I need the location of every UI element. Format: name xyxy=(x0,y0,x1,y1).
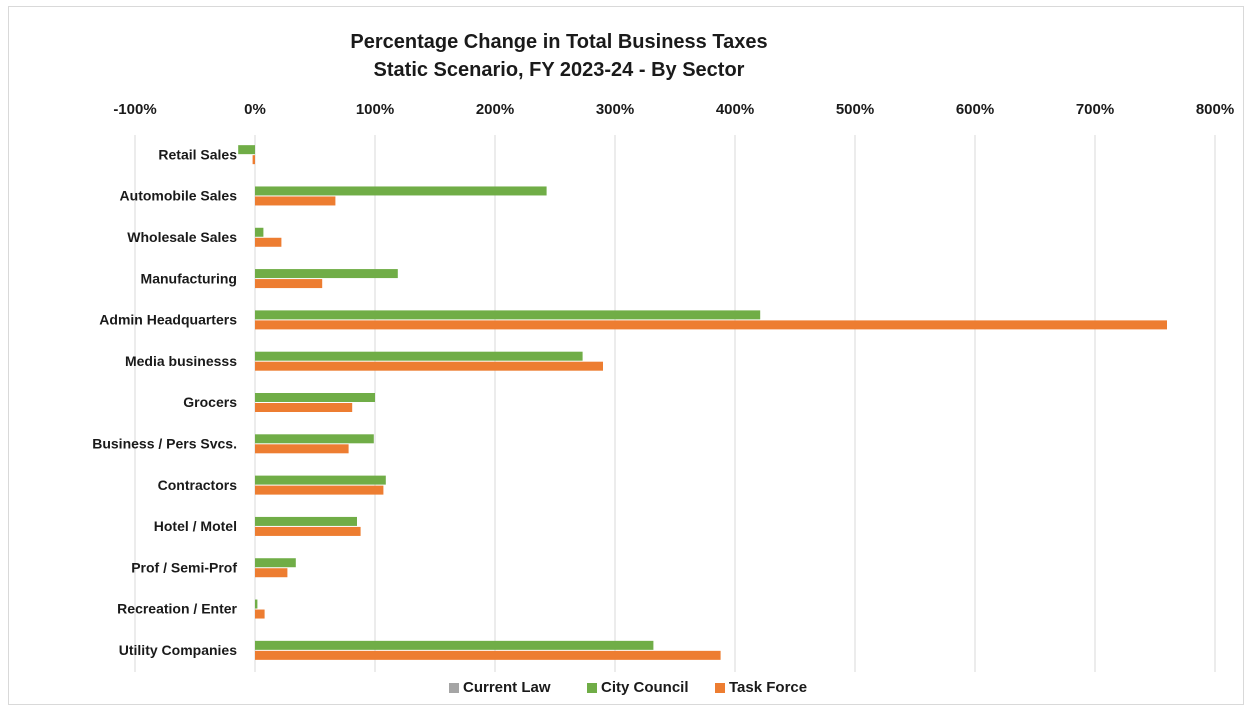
bar-task-force xyxy=(255,237,282,247)
bar-city-council xyxy=(255,558,296,568)
bar-task-force xyxy=(255,526,361,536)
x-tick-label: 500% xyxy=(836,101,874,118)
category-label: Hotel / Motel xyxy=(154,518,237,534)
category-label: Recreation / Enter xyxy=(117,601,237,617)
category-label: Media businesss xyxy=(125,353,237,369)
x-tick-label: 800% xyxy=(1196,101,1234,118)
bar-city-council xyxy=(255,269,398,279)
bar-city-council xyxy=(255,393,375,402)
x-tick-label: 600% xyxy=(956,101,994,118)
bar-task-force xyxy=(255,361,603,371)
x-tick-label: 200% xyxy=(476,101,514,118)
category-label: Prof / Semi-Prof xyxy=(131,559,237,575)
legend-swatch xyxy=(587,683,597,693)
x-tick-label: 700% xyxy=(1076,101,1114,118)
category-label: Manufacturing xyxy=(141,270,237,286)
bar-task-force xyxy=(255,609,265,619)
legend-swatch xyxy=(715,683,725,693)
legend-label: City Council xyxy=(601,679,689,696)
category-label: Utility Companies xyxy=(119,642,237,658)
chart-title-line-2: Static Scenario, FY 2023-24 - By Sector xyxy=(373,59,745,81)
bar-task-force xyxy=(252,155,255,165)
category-label: Grocers xyxy=(183,394,237,410)
bar-city-council xyxy=(255,434,374,444)
bar-city-council xyxy=(255,310,761,320)
bar-task-force xyxy=(255,444,349,454)
bar-task-force xyxy=(255,320,1167,330)
bar-city-council xyxy=(255,599,258,609)
bar-task-force xyxy=(255,403,353,412)
bar-city-council xyxy=(255,516,357,526)
x-tick-label: 100% xyxy=(356,101,394,118)
bar-city-council xyxy=(255,351,583,361)
category-label: Business / Pers Svcs. xyxy=(92,436,237,452)
bar-city-council xyxy=(255,227,264,237)
category-label: Contractors xyxy=(158,477,238,493)
bar-task-force xyxy=(255,568,288,578)
plot-svg: -100% 0% 100% 200% 300% 400% 500% 600% 700% 800% R… xyxy=(92,101,1234,696)
chart-title-line-1: Percentage Change in Total Business Taxe… xyxy=(350,31,768,53)
x-tick-label: -100% xyxy=(113,101,156,118)
x-tick-label: 0% xyxy=(244,101,266,118)
legend-swatch xyxy=(449,683,459,693)
bar-city-council xyxy=(255,475,386,485)
legend-label: Current Law xyxy=(463,679,551,696)
category-label: Automobile Sales xyxy=(120,188,238,204)
x-tick-label: 300% xyxy=(596,101,634,118)
category-label: Wholesale Sales xyxy=(127,229,237,245)
category-label: Admin Headquarters xyxy=(99,312,237,328)
chart-area: Percentage Change in Total Business Taxe… xyxy=(8,6,1244,705)
legend-label: Task Force xyxy=(729,679,807,696)
bar-task-force xyxy=(255,485,384,495)
bar-task-force xyxy=(255,650,721,660)
category-label: Retail Sales xyxy=(158,146,237,162)
bar-task-force xyxy=(255,196,336,206)
x-tick-label: 400% xyxy=(716,101,754,118)
bar-city-council xyxy=(255,640,654,650)
bar-task-force xyxy=(255,279,323,289)
bar-city-council xyxy=(255,186,547,196)
bar-city-council xyxy=(238,145,255,155)
